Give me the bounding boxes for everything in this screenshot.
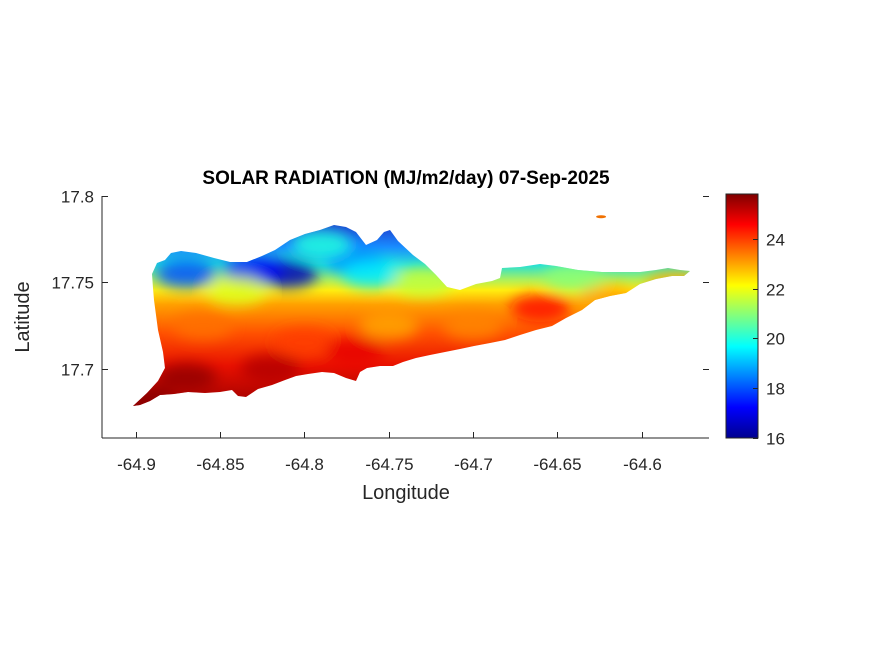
heatmap-cell <box>392 268 453 297</box>
colorbar-tick-label: 18 <box>766 380 785 399</box>
heatmap-field <box>133 225 690 406</box>
heatmap-cell <box>240 354 301 383</box>
x-tick-label: -64.7 <box>454 455 493 474</box>
chart-title: SOLAR RADIATION (MJ/m2/day) 07-Sep-2025 <box>202 168 610 189</box>
axes: -64.9 -64.85 -64.8 -64.75 -64.7 -64.65 -64.6 1… <box>51 188 709 474</box>
heatmap-cell <box>206 277 267 306</box>
heatmap-cell <box>645 271 690 300</box>
colorbar-gradient <box>725 193 759 439</box>
x-tick-label: -64.9 <box>117 455 156 474</box>
x-axis-label: Longitude <box>362 482 450 504</box>
colorbar-tick-label: 20 <box>766 330 785 349</box>
x-tick-label: -64.65 <box>533 455 581 474</box>
y-axis-label: Latitude <box>12 281 34 352</box>
heatmap-cell <box>577 285 638 314</box>
y-ticks: 17.7 17.75 17.8 <box>51 188 709 380</box>
heatmap-layer <box>133 215 690 406</box>
x-tick-label: -64.85 <box>196 455 244 474</box>
x-tick-label: -64.6 <box>623 455 662 474</box>
heatmap-cell <box>173 311 234 340</box>
heatmap-cell <box>156 259 217 288</box>
heatmap-cell <box>510 294 571 323</box>
colorbar-ticks: 16 18 20 22 24 <box>753 231 785 449</box>
colorbar-tick-label: 22 <box>766 281 785 300</box>
heatmap-cell <box>156 363 217 392</box>
y-tick-label: 17.7 <box>61 361 94 380</box>
colorbar: 16 18 20 22 24 <box>725 193 785 449</box>
x-tick-label: -64.75 <box>365 455 413 474</box>
colorbar-tick-label: 16 <box>766 430 785 449</box>
heatmap-cell <box>442 311 503 340</box>
heatmap-cell <box>358 311 419 340</box>
colorbar-tick-label: 24 <box>766 231 785 250</box>
heatmap-cell <box>291 230 352 259</box>
x-ticks: -64.9 -64.85 -64.8 -64.75 -64.7 -64.65 -64.6 <box>117 432 662 474</box>
heatmap-cell <box>274 328 335 357</box>
heatmap-cell <box>324 337 385 366</box>
islet-marker <box>596 215 607 219</box>
heatmap-cell <box>341 259 402 288</box>
heatmap-cell <box>133 385 175 406</box>
y-tick-label: 17.8 <box>61 188 94 207</box>
y-tick-label: 17.75 <box>51 274 94 293</box>
x-tick-label: -64.8 <box>285 455 324 474</box>
